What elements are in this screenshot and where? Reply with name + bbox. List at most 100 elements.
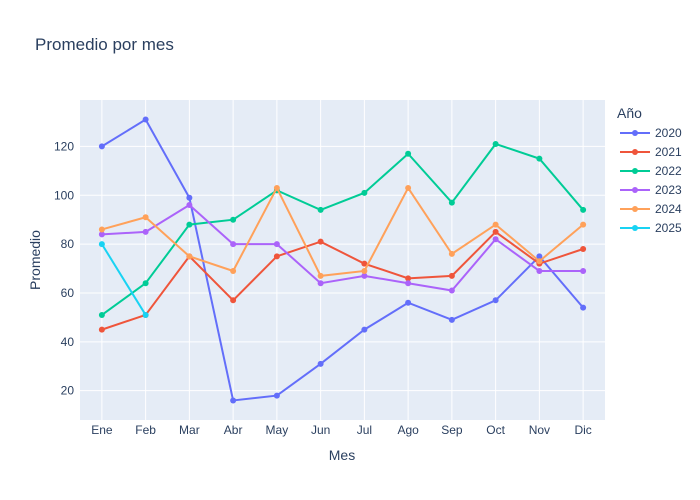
x-tick-label: Oct xyxy=(486,423,505,437)
legend-item-2024[interactable]: 2024 xyxy=(620,202,682,216)
legend: Año 2020 2021 2022 2023 2024 2025 xyxy=(617,105,682,235)
data-point xyxy=(405,275,412,282)
data-point xyxy=(405,280,412,287)
x-tick-label: Sep xyxy=(441,423,463,437)
plot-area xyxy=(80,100,605,420)
legend-label: 2022 xyxy=(655,164,682,178)
legend-swatch-marker xyxy=(632,130,638,136)
data-point xyxy=(98,326,105,333)
series-group xyxy=(98,116,587,404)
series-line xyxy=(101,230,584,331)
data-point xyxy=(448,272,455,279)
data-point xyxy=(186,221,193,228)
data-point xyxy=(230,297,237,304)
legend-item-2025[interactable]: 2025 xyxy=(620,221,682,235)
data-point xyxy=(186,194,193,201)
data-point xyxy=(317,360,324,367)
data-point xyxy=(98,226,105,233)
data-point xyxy=(273,253,280,260)
data-point xyxy=(448,287,455,294)
data-point xyxy=(230,241,237,248)
legend-label: 2021 xyxy=(655,145,682,159)
x-axis-title: Mes xyxy=(329,447,355,463)
data-point xyxy=(492,236,499,243)
series-2025 xyxy=(98,241,149,318)
data-point xyxy=(317,272,324,279)
data-point xyxy=(536,155,543,162)
data-point xyxy=(361,189,368,196)
data-point xyxy=(273,184,280,191)
data-point xyxy=(142,311,149,318)
x-tick-label: May xyxy=(266,423,289,437)
data-point xyxy=(580,246,587,253)
data-point xyxy=(492,140,499,147)
x-tick-label: Jun xyxy=(311,423,330,437)
y-tick-label: 60 xyxy=(61,286,75,300)
series-line xyxy=(101,185,584,277)
x-tick-label: Abr xyxy=(224,423,243,437)
data-point xyxy=(405,184,412,191)
data-point xyxy=(98,143,105,150)
y-axis-title: Promedio xyxy=(27,230,43,290)
data-point xyxy=(361,260,368,267)
series-line xyxy=(101,243,147,316)
legend-swatch-marker xyxy=(632,187,638,193)
legend-item-2023[interactable]: 2023 xyxy=(620,183,682,197)
data-point xyxy=(230,216,237,223)
legend-item-2020[interactable]: 2020 xyxy=(620,126,682,140)
legend-item-2022[interactable]: 2022 xyxy=(620,164,682,178)
data-point xyxy=(580,267,587,274)
gridlines xyxy=(80,100,605,420)
y-tick-labels: 20 40 60 80 100 120 xyxy=(54,139,74,397)
legend-swatch-marker xyxy=(632,149,638,155)
data-point xyxy=(580,221,587,228)
legend-item-2021[interactable]: 2021 xyxy=(620,145,682,159)
data-point xyxy=(142,228,149,235)
x-tick-label: Jul xyxy=(357,423,372,437)
data-point xyxy=(230,267,237,274)
data-point xyxy=(98,241,105,248)
series-2024 xyxy=(98,184,587,279)
data-point xyxy=(273,392,280,399)
legend-title: Año xyxy=(617,105,642,121)
data-point xyxy=(492,297,499,304)
legend-swatch-marker xyxy=(632,168,638,174)
data-point xyxy=(98,311,105,318)
data-point xyxy=(142,280,149,287)
x-tick-label: Ene xyxy=(91,423,113,437)
y-tick-label: 40 xyxy=(61,335,75,349)
data-point xyxy=(492,228,499,235)
series-line xyxy=(101,203,584,292)
data-point xyxy=(317,206,324,213)
data-point xyxy=(448,250,455,257)
legend-label: 2024 xyxy=(655,202,682,216)
y-tick-label: 100 xyxy=(54,188,74,202)
x-tick-label: Mar xyxy=(179,423,200,437)
series-2020 xyxy=(98,116,587,404)
chart-title: Promedio por mes xyxy=(35,35,174,54)
y-tick-label: 120 xyxy=(54,139,74,153)
data-point xyxy=(361,267,368,274)
legend-swatch-marker xyxy=(632,225,638,231)
data-point xyxy=(448,199,455,206)
data-point xyxy=(405,150,412,157)
data-point xyxy=(492,221,499,228)
data-point xyxy=(230,397,237,404)
data-point xyxy=(448,316,455,323)
data-point xyxy=(98,231,105,238)
legend-label: 2020 xyxy=(655,126,682,140)
data-point xyxy=(317,238,324,245)
x-tick-label: Nov xyxy=(529,423,550,437)
data-point xyxy=(405,299,412,306)
data-point xyxy=(361,326,368,333)
legend-swatch-marker xyxy=(632,206,638,212)
x-tick-labels: Ene Feb Mar Abr May Jun Jul Ago Sep Oct Nov Dic xyxy=(91,423,592,437)
x-tick-label: Dic xyxy=(574,423,591,437)
data-point xyxy=(273,241,280,248)
data-point xyxy=(580,304,587,311)
x-tick-label: Ago xyxy=(397,423,419,437)
legend-label: 2023 xyxy=(655,183,682,197)
x-tick-label: Feb xyxy=(135,423,156,437)
data-point xyxy=(142,116,149,123)
